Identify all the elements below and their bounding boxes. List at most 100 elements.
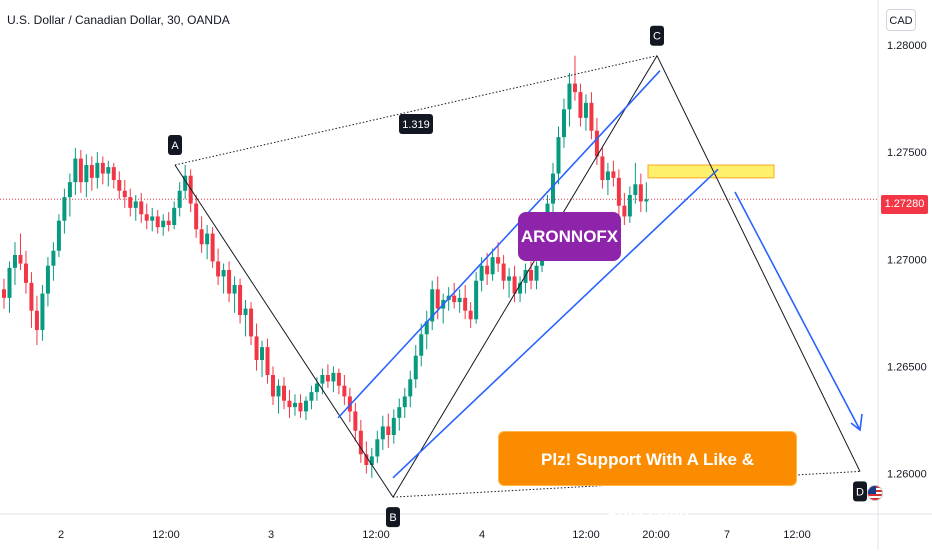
candle-body xyxy=(463,297,468,311)
candle-body xyxy=(320,375,325,384)
candle-body xyxy=(507,276,512,281)
projection-arrow-shaft xyxy=(734,191,861,431)
candle-body xyxy=(67,182,72,198)
x-tick-label: 12:00 xyxy=(783,529,811,541)
candle-body xyxy=(205,233,210,245)
abcd-point-badge xyxy=(386,507,400,528)
candle-body xyxy=(501,263,506,281)
candle-body xyxy=(402,396,407,408)
chart-title: U.S. Dollar / Canadian Dollar, 30, OANDA xyxy=(7,13,230,27)
candle-body xyxy=(84,165,89,183)
time-axis[interactable]: 2 12:00 3 12:00 4 12:00 20:00 7 12:00 xyxy=(58,529,811,541)
candle-body xyxy=(572,83,577,93)
candle-body xyxy=(331,372,336,382)
candle-body xyxy=(534,265,539,281)
ratio-label: 1.319 xyxy=(402,119,430,131)
candle-body xyxy=(336,372,341,386)
ratio-badge xyxy=(399,114,433,134)
abcd-leg xyxy=(656,55,861,472)
candle-body xyxy=(589,102,594,131)
candle-body xyxy=(276,385,281,397)
candle-body xyxy=(380,426,385,440)
candle-body xyxy=(117,180,122,191)
candle-body xyxy=(561,109,566,138)
candle-body xyxy=(627,195,632,217)
candle-body xyxy=(95,162,100,178)
candle-body xyxy=(281,385,286,401)
candle-body xyxy=(474,280,479,320)
y-tick-label: 1.27000 xyxy=(887,254,927,266)
abcd-point-badge xyxy=(650,25,664,46)
candle-body xyxy=(424,321,429,335)
candle-body xyxy=(605,171,610,180)
candle-body xyxy=(183,175,188,191)
candles-layer xyxy=(2,55,649,478)
candle-body xyxy=(155,216,160,228)
abcd-leg xyxy=(392,55,658,498)
candle-body xyxy=(485,265,490,275)
candle-body xyxy=(386,426,391,435)
candle-body xyxy=(177,190,182,208)
candle-body xyxy=(413,355,418,380)
candle-body xyxy=(622,205,627,217)
currency-button[interactable]: CAD xyxy=(886,9,916,31)
abcd-point-label: C xyxy=(653,31,661,43)
candle-body xyxy=(551,173,555,204)
candle-body xyxy=(23,263,28,283)
channel-lower-line xyxy=(392,168,719,479)
candle-body xyxy=(139,201,144,215)
candle-body xyxy=(314,383,319,393)
x-tick-label: 4 xyxy=(479,529,485,541)
candle-body xyxy=(353,411,358,431)
candle-body xyxy=(468,310,473,320)
candle-body xyxy=(397,407,402,418)
candle-body xyxy=(7,267,12,298)
candle-body xyxy=(73,158,78,183)
candle-body xyxy=(111,167,116,180)
candle-body xyxy=(216,261,221,277)
candle-body xyxy=(529,270,534,281)
candle-body xyxy=(644,199,649,202)
candle-body xyxy=(616,177,621,206)
candle-body xyxy=(567,83,572,110)
abcd-point-label: B xyxy=(389,512,396,524)
candle-body xyxy=(29,282,34,311)
y-tick-label: 1.26000 xyxy=(887,469,927,481)
candle-body xyxy=(342,385,347,397)
candle-body xyxy=(12,255,17,268)
current-price-tag: 1.27280 xyxy=(881,195,928,214)
candle-body xyxy=(40,293,45,330)
candle-body xyxy=(172,207,177,225)
candle-body xyxy=(512,276,517,294)
candle-body xyxy=(133,201,138,208)
price-axis[interactable]: 1.26000 1.26500 1.27000 1.27500 1.28000 xyxy=(887,40,927,481)
candle-body xyxy=(419,334,424,356)
candle-body xyxy=(496,257,501,264)
candle-body xyxy=(18,255,23,264)
candle-body xyxy=(303,400,308,412)
candle-body xyxy=(144,214,149,221)
candle-body xyxy=(56,220,61,251)
abcd-point-badge xyxy=(168,135,182,155)
candle-body xyxy=(287,400,292,408)
candle-body xyxy=(227,270,232,294)
candle-body xyxy=(452,295,457,303)
brand-label: ARONNOFX xyxy=(518,212,621,261)
us-flag-icon xyxy=(867,485,883,501)
candle-body xyxy=(254,336,259,360)
candle-body xyxy=(194,203,199,230)
candle-body xyxy=(128,197,133,208)
candle-body xyxy=(199,229,204,245)
candle-body xyxy=(583,102,588,118)
candle-body xyxy=(292,402,297,408)
candle-body xyxy=(265,347,270,375)
candle-body xyxy=(161,220,166,228)
candle-body xyxy=(2,289,6,298)
candle-body xyxy=(518,282,523,294)
candle-body xyxy=(600,156,605,180)
y-tick-label: 1.26500 xyxy=(887,361,927,373)
candle-body xyxy=(490,257,495,275)
candle-body xyxy=(122,190,127,198)
